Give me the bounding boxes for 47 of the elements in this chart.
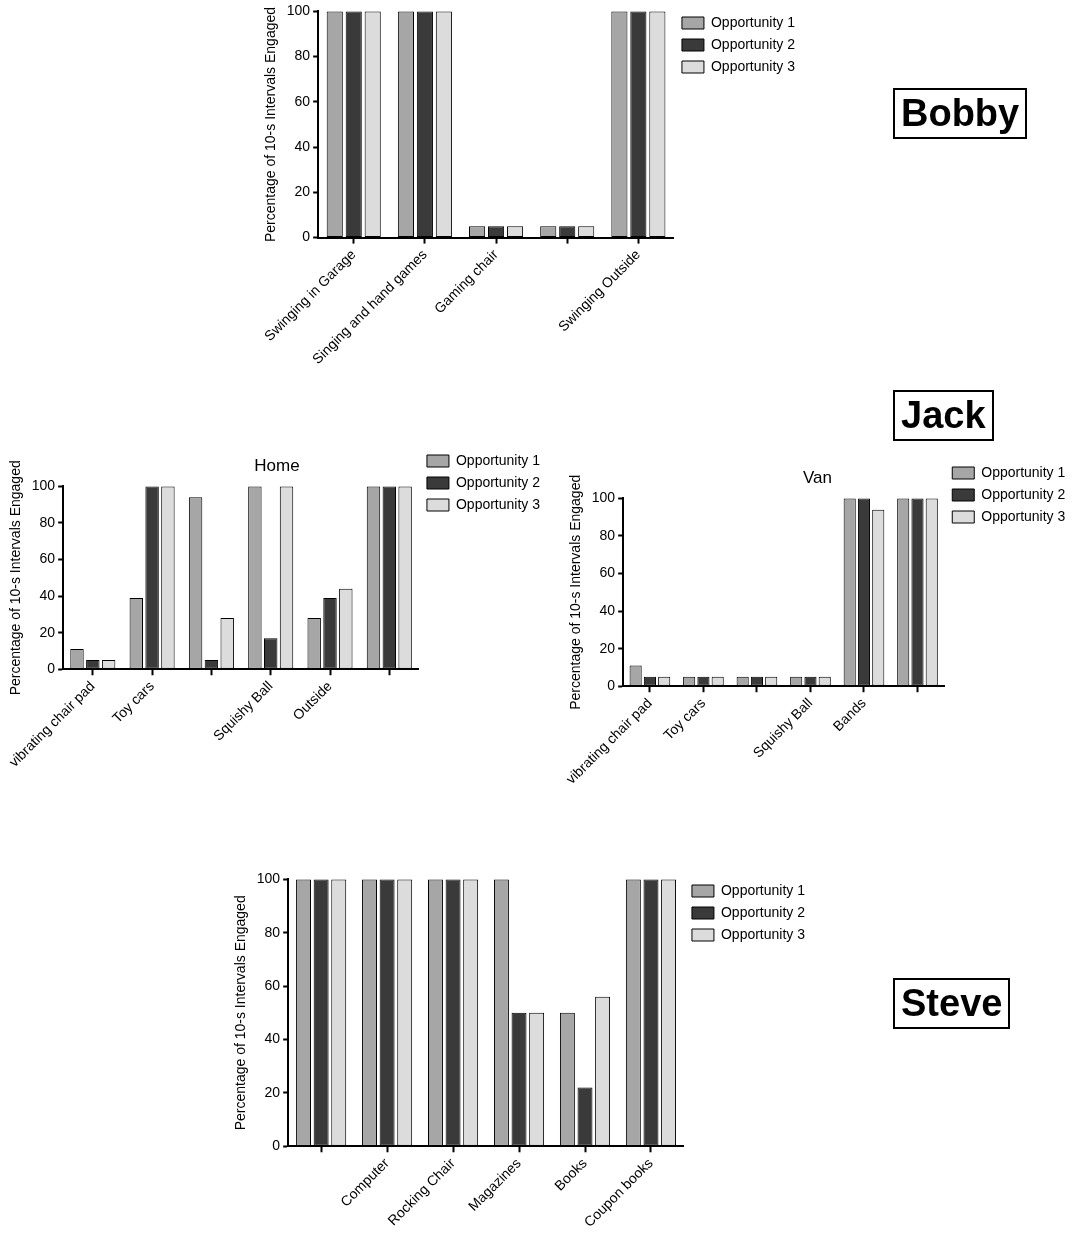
y-tick-label: 100 xyxy=(31,477,56,494)
y-tick-label: 0 xyxy=(47,660,56,677)
y-tick-label: 0 xyxy=(302,228,311,245)
legend-label: Opportunity 1 xyxy=(710,13,796,30)
y-axis-title: Percentage of 10-s Intervals Engaged xyxy=(232,895,249,1131)
y-tick-label: 20 xyxy=(599,639,616,656)
y-tick-label: 20 xyxy=(294,183,311,200)
y-tick-label: 80 xyxy=(39,513,56,530)
y-tick-label: 100 xyxy=(591,489,616,506)
x-tick-label: Toy cars xyxy=(108,677,157,726)
chart-title: Home xyxy=(254,455,300,475)
legend-label: Opportunity 3 xyxy=(720,925,806,942)
y-tick-label: 40 xyxy=(264,1030,281,1047)
legend-label: Opportunity 2 xyxy=(710,35,796,52)
y-tick-label: 60 xyxy=(294,92,311,109)
y-axis-title: Percentage of 10-s Intervals Engaged xyxy=(7,460,24,696)
y-tick-label: 20 xyxy=(264,1083,281,1100)
legend-label: Opportunity 3 xyxy=(455,495,541,512)
legend-label: Opportunity 2 xyxy=(720,903,806,920)
text: Steve xyxy=(893,978,1011,1029)
y-tick-label: 60 xyxy=(599,564,616,581)
y-tick-label: 80 xyxy=(264,923,281,940)
y-tick-label: 0 xyxy=(272,1137,281,1154)
y-tick-label: 40 xyxy=(39,586,56,603)
y-tick-label: 100 xyxy=(286,2,311,19)
text: Jack xyxy=(893,390,994,441)
y-tick-label: 20 xyxy=(39,623,56,640)
legend-label: Opportunity 1 xyxy=(455,451,541,468)
legend-label: Opportunity 3 xyxy=(981,507,1066,524)
x-tick-label: Toy cars xyxy=(660,694,709,743)
legend-label: Opportunity 2 xyxy=(981,485,1066,502)
y-tick-label: 100 xyxy=(256,870,281,887)
text: Bobby xyxy=(893,88,1028,139)
y-axis-title: Percentage of 10-s Intervals Engaged xyxy=(567,474,584,710)
y-tick-label: 0 xyxy=(607,677,616,694)
y-tick-label: 40 xyxy=(294,137,311,154)
y-tick-label: 40 xyxy=(599,601,616,618)
y-tick-label: 60 xyxy=(39,550,56,567)
legend-label: Opportunity 1 xyxy=(720,881,806,898)
chart-title: Van xyxy=(803,467,832,487)
y-tick-label: 80 xyxy=(294,47,311,64)
y-tick-label: 60 xyxy=(264,977,281,994)
legend-label: Opportunity 1 xyxy=(981,463,1066,480)
y-tick-label: 80 xyxy=(599,526,616,543)
legend-label: Opportunity 2 xyxy=(455,473,541,490)
y-axis-title: Percentage of 10-s Intervals Engaged xyxy=(262,6,279,243)
legend-label: Opportunity 3 xyxy=(710,57,796,74)
